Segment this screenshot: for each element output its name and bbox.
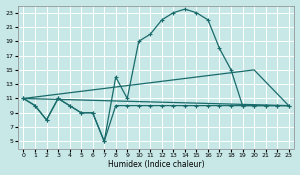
X-axis label: Humidex (Indice chaleur): Humidex (Indice chaleur) <box>108 160 204 169</box>
